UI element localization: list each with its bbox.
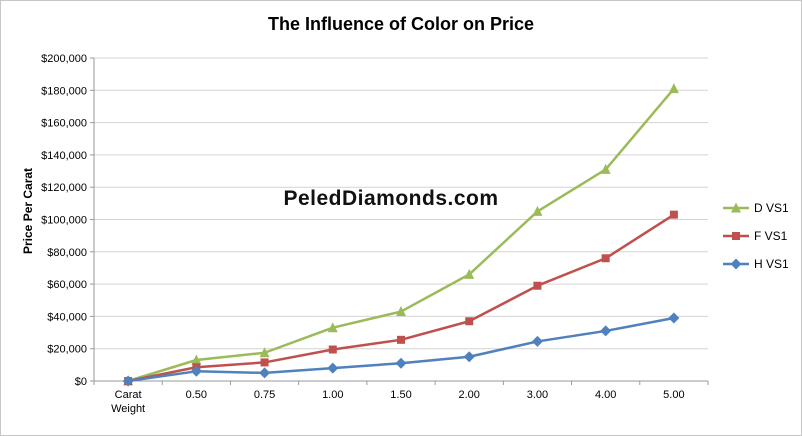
svg-text:0.75: 0.75 [254,389,275,401]
svg-text:$120,000: $120,000 [41,182,87,194]
legend-label: F VS1 [754,229,788,243]
svg-text:$100,000: $100,000 [41,215,87,227]
legend: D VS1 F VS1 H VS1 [723,201,789,271]
svg-text:2.00: 2.00 [459,389,480,401]
svg-text:Carat: Carat [115,389,142,401]
legend-item-f-vs1: F VS1 [723,229,789,243]
legend-label: H VS1 [754,257,789,271]
svg-text:0.50: 0.50 [186,389,207,401]
svg-text:$0: $0 [75,376,87,388]
svg-text:$20,000: $20,000 [47,344,87,356]
svg-text:$80,000: $80,000 [47,247,87,259]
chart-title: The Influence of Color on Price [267,14,535,34]
legend-marker-triangle-icon [723,202,749,213]
svg-text:$140,000: $140,000 [41,150,87,162]
svg-text:$40,000: $40,000 [47,311,87,323]
legend-marker-square-icon [723,232,749,240]
legend-label: D VS1 [754,201,789,215]
svg-text:5.00: 5.00 [663,389,684,401]
y-axis-title: Price Per Carat [21,167,35,255]
svg-text:Weight: Weight [111,403,145,415]
watermark: PeledDiamonds.com [283,187,499,210]
svg-text:3.00: 3.00 [527,389,548,401]
legend-marker-diamond-icon [723,258,749,270]
svg-text:$180,000: $180,000 [41,85,87,97]
svg-text:1.50: 1.50 [390,389,411,401]
svg-text:1.00: 1.00 [322,389,343,401]
svg-text:$160,000: $160,000 [41,118,87,130]
legend-item-d-vs1: D VS1 [723,201,789,215]
legend-item-h-vs1: H VS1 [723,257,789,271]
svg-text:$200,000: $200,000 [41,53,87,65]
svg-text:$60,000: $60,000 [47,279,87,291]
svg-text:4.00: 4.00 [595,389,616,401]
